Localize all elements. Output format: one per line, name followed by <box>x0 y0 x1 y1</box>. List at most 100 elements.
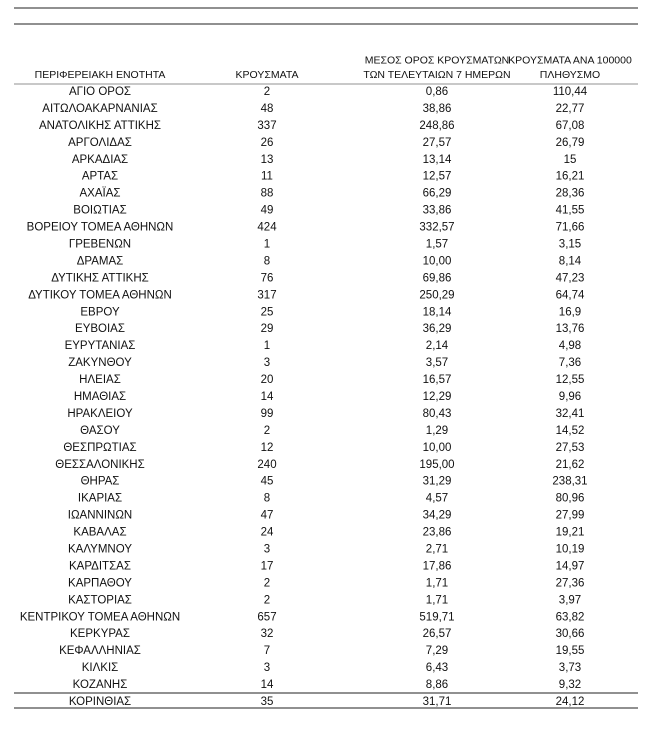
cell: 69,86 <box>423 272 452 284</box>
cell: 24 <box>261 527 274 539</box>
cell: 21,62 <box>556 459 585 471</box>
row-label: ΑΡΓΟΛΙΔΑΣ <box>68 137 132 149</box>
cell: 8 <box>264 493 270 505</box>
row-label: ΑΡΤΑΣ <box>82 171 118 183</box>
cell: 48 <box>261 103 274 115</box>
cell: 3,97 <box>559 594 581 606</box>
row-label: ΚΕΝΤΡΙΚΟΥ ΤΟΜΕΑ ΑΘΗΝΩΝ <box>20 611 180 623</box>
cell: 24,12 <box>556 696 585 708</box>
row-label: ΚΑΛΥΜΝΟΥ <box>68 543 132 555</box>
cell: 11 <box>261 171 273 183</box>
row-label: ΒΟΙΩΤΙΑΣ <box>73 205 126 217</box>
row-label: ΔΡΑΜΑΣ <box>77 255 124 267</box>
row-label: ΕΥΡΥΤΑΝΙΑΣ <box>65 340 136 352</box>
cell: 4,98 <box>559 340 581 352</box>
cell: 6,43 <box>426 662 448 674</box>
cell: 8,14 <box>559 255 582 267</box>
row-label: ΚΑΡΔΙΤΣΑΣ <box>69 560 131 572</box>
cell: 12 <box>261 442 274 454</box>
row-label: ΘΕΣΣΑΛΟΝΙΚΗΣ <box>55 459 144 471</box>
cell: 25 <box>261 306 274 318</box>
cell: 8 <box>264 255 270 267</box>
cell: 14 <box>261 391 274 403</box>
cell: 63,82 <box>556 611 585 623</box>
cell: 17,86 <box>423 560 452 572</box>
cell: 27,36 <box>556 577 585 589</box>
cell: 424 <box>257 222 277 234</box>
row-label: ΕΒΡΟΥ <box>80 306 120 318</box>
cell: 2 <box>264 425 270 437</box>
cell: 10,19 <box>556 543 585 555</box>
row-label: ΚΑΡΠΑΘΟΥ <box>68 577 132 589</box>
cell: 3 <box>264 357 270 369</box>
cell: 3,57 <box>426 357 448 369</box>
row-label: ΚΟΖΑΝΗΣ <box>73 679 128 691</box>
cell: 31,71 <box>423 696 452 708</box>
cell: 519,71 <box>419 611 454 623</box>
cell: 14 <box>261 679 274 691</box>
cell: 16,9 <box>559 306 581 318</box>
cell: 71,66 <box>556 222 585 234</box>
cell: 27,57 <box>423 137 452 149</box>
row-label: ΘΕΣΠΡΩΤΙΑΣ <box>63 442 136 454</box>
row-label: ΗΛΕΙΑΣ <box>79 374 121 386</box>
cell: 99 <box>261 408 274 420</box>
row-label: ΖΑΚΥΝΘΟΥ <box>68 357 132 369</box>
cell: 64,74 <box>556 289 585 301</box>
row-label: ΕΥΒΟΙΑΣ <box>75 323 125 335</box>
row-label: ΘΑΣΟΥ <box>80 425 120 437</box>
cell: 13,14 <box>423 154 452 166</box>
cell: 0,86 <box>426 86 448 98</box>
cell: 16,57 <box>423 374 452 386</box>
cell: 14,52 <box>556 425 585 437</box>
column-header: ΚΡΟΥΣΜΑΤΑ <box>236 69 299 81</box>
cell: 34,29 <box>423 510 452 522</box>
cell: 47 <box>261 510 274 522</box>
row-label: ΔΥΤΙΚΟΥ ΤΟΜΕΑ ΑΘΗΝΩΝ <box>28 289 172 301</box>
cell: 29 <box>261 323 274 335</box>
cell: 3,15 <box>559 239 581 251</box>
cell: 3,73 <box>559 662 581 674</box>
cell: 32 <box>261 628 274 640</box>
row-label: ΚΑΒΑΛΑΣ <box>73 527 126 539</box>
cell: 19,21 <box>556 527 585 539</box>
cell: 337 <box>257 120 276 132</box>
column-header: ΚΡΟΥΣΜΑΤΑ ΑΝΑ 100000 <box>508 54 632 66</box>
cell: 7,36 <box>559 357 581 369</box>
cell: 66,29 <box>423 188 452 200</box>
column-header: ΤΩΝ ΤΕΛΕΥΤΑΙΩΝ 7 ΗΜΕΡΩΝ <box>363 69 510 81</box>
cell: 250,29 <box>419 289 454 301</box>
cell: 27,53 <box>556 442 585 454</box>
row-label: ΙΚΑΡΙΑΣ <box>78 493 122 505</box>
row-label: ΗΡΑΚΛΕΙΟΥ <box>67 408 133 420</box>
column-header: ΠΕΡΙΦΕΡΕΙΑΚΗ ΕΝΟΤΗΤΑ <box>35 69 166 81</box>
cell: 1,71 <box>426 577 448 589</box>
cell: 27,99 <box>556 510 585 522</box>
cell: 28,36 <box>556 188 585 200</box>
cell: 657 <box>257 611 276 623</box>
row-label: ΚΕΦΑΛΛΗΝΙΑΣ <box>59 645 141 657</box>
cell: 110,44 <box>553 86 588 98</box>
cell: 238,31 <box>552 476 587 488</box>
cell: 33,86 <box>423 205 452 217</box>
row-label: ΚΟΡΙΝΘΙΑΣ <box>69 696 131 708</box>
row-label: ΚΙΛΚΙΣ <box>82 662 119 674</box>
cell: 41,55 <box>556 205 585 217</box>
cell: 3 <box>264 543 270 555</box>
cell: 13,76 <box>556 323 585 335</box>
cell: 26,57 <box>423 628 452 640</box>
cell: 26,79 <box>556 137 585 149</box>
cell: 4,57 <box>426 493 448 505</box>
cell: 8,86 <box>426 679 448 691</box>
cell: 15 <box>564 154 577 166</box>
cell: 248,86 <box>419 120 454 132</box>
row-label: ΚΑΣΤΟΡΙΑΣ <box>68 594 132 606</box>
cell: 2 <box>264 594 270 606</box>
cell: 12,57 <box>423 171 452 183</box>
cell: 80,43 <box>423 408 452 420</box>
cell: 80,96 <box>556 493 585 505</box>
cell: 20 <box>261 374 274 386</box>
cell: 88 <box>261 188 274 200</box>
